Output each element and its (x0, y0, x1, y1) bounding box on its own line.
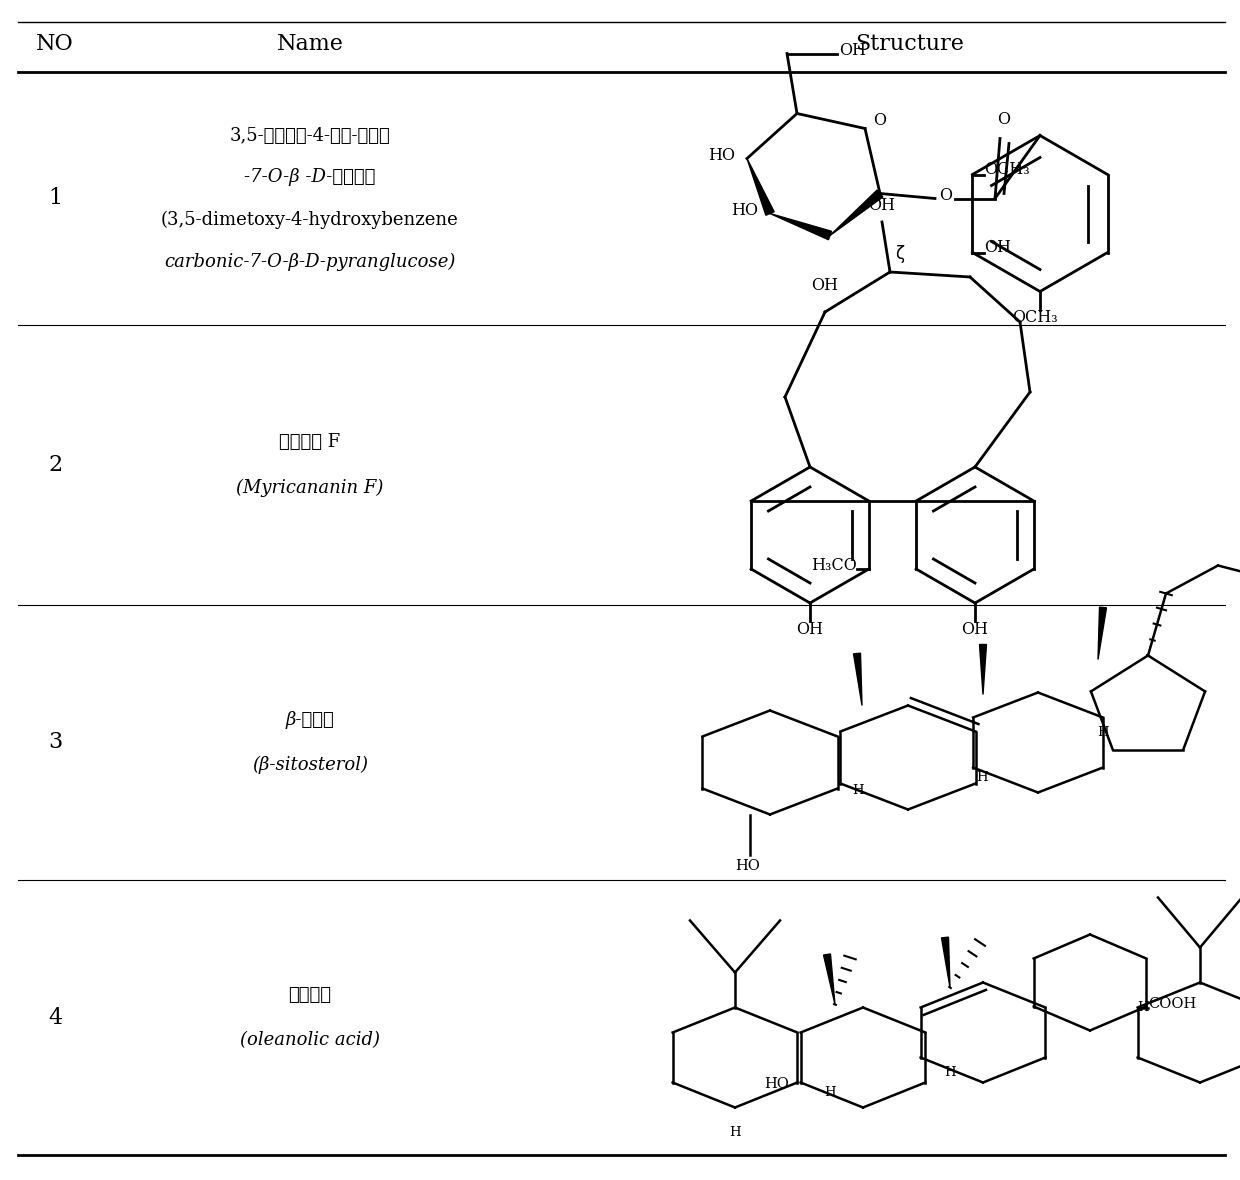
Text: OCH₃: OCH₃ (985, 160, 1030, 178)
Text: HO: HO (708, 148, 735, 164)
Text: ζ: ζ (895, 245, 904, 263)
Text: O: O (939, 186, 952, 204)
Polygon shape (746, 158, 774, 215)
Text: 齐墅果酸: 齐墅果酸 (289, 986, 331, 1004)
Text: 3,5-二甲氧基-4-羟基-苯甲酸: 3,5-二甲氧基-4-羟基-苯甲酸 (229, 126, 391, 144)
Text: carbonic-7-O-β-D-pyranglucose): carbonic-7-O-β-D-pyranglucose) (165, 253, 455, 270)
Text: OH: OH (961, 621, 988, 638)
Text: HO: HO (732, 202, 758, 219)
Text: OH: OH (796, 621, 823, 638)
Text: H: H (729, 1126, 740, 1139)
Polygon shape (980, 644, 987, 695)
Text: 1: 1 (48, 188, 62, 210)
Polygon shape (830, 190, 883, 236)
Text: H: H (1097, 726, 1109, 739)
Text: OH: OH (839, 42, 866, 59)
Text: 3: 3 (48, 732, 62, 754)
Text: (Myricananin F): (Myricananin F) (237, 478, 383, 497)
Text: OCH₃: OCH₃ (1012, 309, 1058, 327)
Text: OH: OH (811, 277, 838, 295)
Text: OH: OH (985, 240, 1012, 256)
Text: NO: NO (36, 33, 74, 55)
Polygon shape (770, 214, 832, 240)
Text: COOH: COOH (1148, 997, 1195, 1011)
Text: O: O (997, 111, 1011, 129)
Text: H: H (944, 1066, 956, 1079)
Polygon shape (1097, 608, 1106, 660)
Text: H: H (1137, 1001, 1148, 1014)
Text: HO: HO (735, 859, 760, 873)
Text: Structure: Structure (856, 33, 965, 55)
Polygon shape (823, 953, 835, 1004)
Text: (oleanolic acid): (oleanolic acid) (241, 1031, 379, 1049)
Text: (3,5-dimetoxy-4-hydroxybenzene: (3,5-dimetoxy-4-hydroxybenzene (161, 210, 459, 229)
Text: O: O (873, 112, 887, 129)
Text: β-谷甫醇: β-谷甫醇 (285, 712, 335, 729)
Text: HO: HO (765, 1077, 790, 1092)
Polygon shape (941, 937, 950, 988)
Text: Name: Name (277, 33, 343, 55)
Text: H: H (825, 1086, 836, 1099)
Text: 矮杨梅素 F: 矮杨梅素 F (279, 433, 341, 452)
Text: -7-O-β -D-葡萄糖苷: -7-O-β -D-葡萄糖苷 (244, 169, 376, 186)
Text: OH: OH (868, 197, 895, 214)
Text: H: H (852, 784, 864, 797)
Text: 2: 2 (48, 454, 62, 476)
Text: H: H (976, 771, 988, 784)
Polygon shape (853, 654, 862, 706)
Text: H₃CO: H₃CO (811, 557, 857, 575)
Text: (β-sitosterol): (β-sitosterol) (252, 756, 368, 774)
Text: 4: 4 (48, 1007, 62, 1029)
